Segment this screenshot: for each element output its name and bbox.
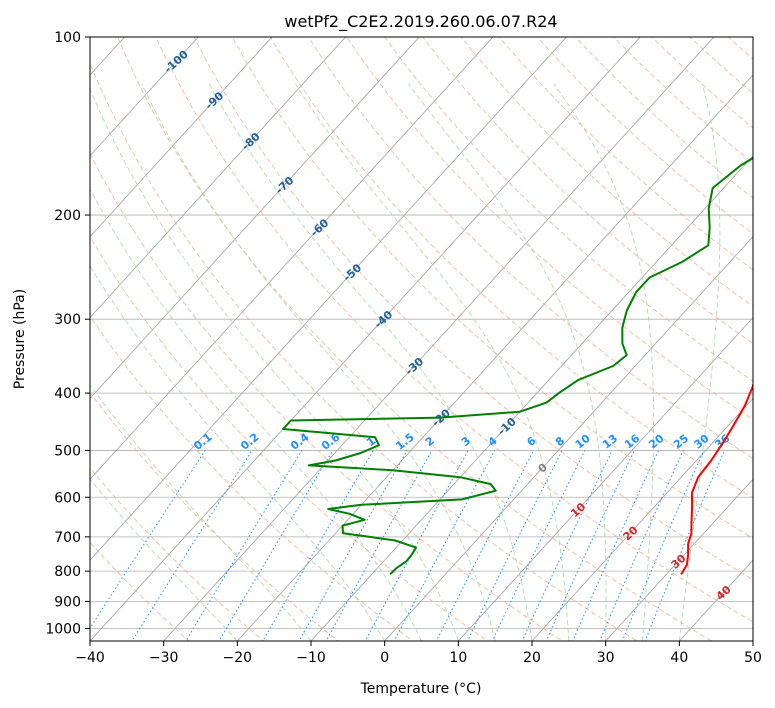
mixing-ratio-line [90,450,206,630]
x-tick-label: 50 [744,650,762,666]
x-tick-label: −40 [75,650,105,666]
skew-isotherm [90,37,420,400]
skew-isotherm [90,37,641,641]
moist-adiabat [90,87,459,641]
dry-adiabat [90,391,339,641]
y-tick-label: 900 [54,594,81,610]
moist-adiabat [90,478,238,641]
skew-isotherm [605,478,753,641]
y-tick-label: 700 [54,530,81,546]
dry-adiabat [117,37,713,641]
dry-adiabat [422,37,753,345]
skew-isotherm [90,37,347,319]
moist-adiabat [90,187,422,641]
y-tick-label: 100 [54,30,81,46]
dry-adiabat [269,37,753,499]
mixing-ratio-line [466,450,563,641]
dewpoint-profile-line [282,156,753,576]
moist-adiabat [678,83,721,641]
moist-adiabat [141,83,496,641]
mixing-ratio-line [572,450,660,641]
dry-adiabat [345,37,753,421]
dry-adiabat [384,37,753,382]
skew-isotherm [163,37,715,641]
x-tick-label: 30 [597,650,615,666]
skew-isotherm [90,37,273,238]
x-tick-label: −20 [223,650,253,666]
plot-frame [89,36,754,642]
axis-ticks: −40 −30 −20 −10 0 10 20 30 40 50 100 200 300 400 500 60… [45,30,762,666]
mixing-ratio-line [644,450,725,641]
mixing-ratio-line [393,450,496,641]
moist-adiabat [90,265,386,641]
dry-adiabat [231,37,753,539]
y-tick-label: 600 [54,490,81,506]
x-tick-label: 0 [380,650,389,666]
y-tick-label: 300 [54,312,81,328]
moist-adiabat [553,83,655,641]
temperature-profile-line [680,382,753,575]
x-tick-label: 40 [670,650,688,666]
dry-adiabat [90,467,265,641]
y-tick-label: 800 [54,564,81,580]
skew-isotherm [457,316,753,641]
x-axis-label: Temperature (°C) [360,681,482,697]
mixing-ratio-line [262,450,374,641]
y-tick-label: 400 [54,386,81,402]
mixing-ratio-line [185,450,303,641]
moist-adiabat [90,384,312,641]
mixing-ratio-line [621,450,705,641]
skew-isotherm [90,37,199,157]
dry-adiabat [193,37,753,581]
dry-adiabat [90,235,489,641]
mixing-ratio-line [218,450,334,641]
dry-adiabat [155,37,753,623]
skew-isotherm [531,397,753,641]
skew-isotherm [236,74,753,641]
x-tick-label: 20 [523,650,541,666]
dry-adiabat [90,152,564,641]
mixing-ratio-line [364,450,469,641]
mixing-ratio-line [491,450,586,641]
chart-title: wetPf2_C2E2.2019.260.06.07.R24 [284,12,557,32]
mixing-ratio-line [599,450,684,641]
skew-isotherm [310,155,753,641]
dry-adiabat [90,62,638,641]
skew-isotherm [90,37,568,561]
y-tick-label: 1000 [45,621,81,637]
mixing-ratio-line [131,450,253,641]
x-tick-label: 10 [449,650,467,666]
x-tick-label: −10 [296,650,326,666]
skew-isotherm [90,37,494,480]
y-tick-label: 500 [54,443,81,459]
y-tick-label: 200 [54,208,81,224]
y-axis-label: Pressure (hPa) [12,289,28,389]
mixing-ratio-line [325,450,433,641]
moist-adiabat [295,83,570,641]
x-tick-label: −30 [149,650,179,666]
skew-isotherm [384,236,753,641]
moist-adiabat [408,83,607,641]
